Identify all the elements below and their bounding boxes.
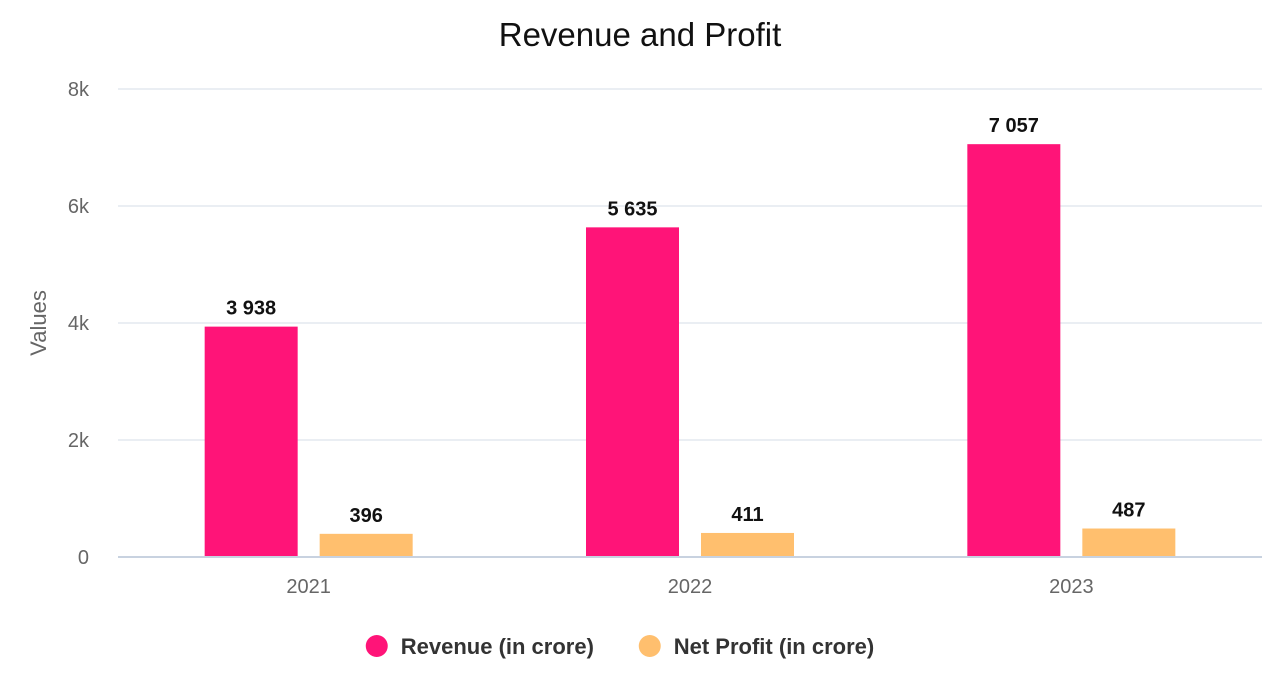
data-label: 411 (731, 504, 763, 526)
data-label: 396 (349, 505, 382, 527)
y-tick-label: 2k (68, 430, 90, 452)
x-tick-label: 2021 (286, 576, 331, 598)
bar-2022-series-1 (701, 532, 794, 557)
y-tick-label: 6k (68, 196, 90, 218)
y-axis-label: Values (26, 290, 51, 356)
y-axis-ticks: 0 2k 4k 6k 8k (68, 79, 90, 569)
x-axis-ticks: 2021 2022 2023 (286, 576, 1093, 598)
bar-2021-series-0 (204, 326, 298, 557)
legend-swatch (365, 635, 388, 657)
legend: Revenue (in crore) Net Profit (in crore) (365, 634, 874, 659)
bar-2022-series-0 (586, 227, 679, 558)
legend-label: Net Profit (in crore) (674, 634, 874, 659)
data-label: 3 938 (226, 298, 276, 320)
x-tick-label: 2023 (1049, 576, 1094, 598)
data-label: 5 635 (607, 198, 657, 220)
data-labels: 3 938 396 5 635 411 7 057 487 (226, 115, 1145, 527)
bar-2023-series-0 (967, 144, 1061, 557)
bars (204, 144, 1176, 558)
x-tick-label: 2022 (668, 576, 713, 598)
bar-2021-series-1 (319, 533, 413, 557)
legend-swatch (638, 635, 661, 657)
y-tick-label: 0 (78, 547, 89, 569)
chart-title: Revenue and Profit (499, 16, 782, 53)
bar-2023-series-1 (1082, 528, 1176, 557)
data-label: 487 (1112, 500, 1145, 522)
gridlines (118, 88, 1262, 441)
y-tick-label: 4k (68, 313, 90, 335)
y-tick-label: 8k (68, 79, 90, 101)
legend-label: Revenue (in crore) (401, 634, 594, 659)
data-label: 7 057 (989, 115, 1039, 137)
